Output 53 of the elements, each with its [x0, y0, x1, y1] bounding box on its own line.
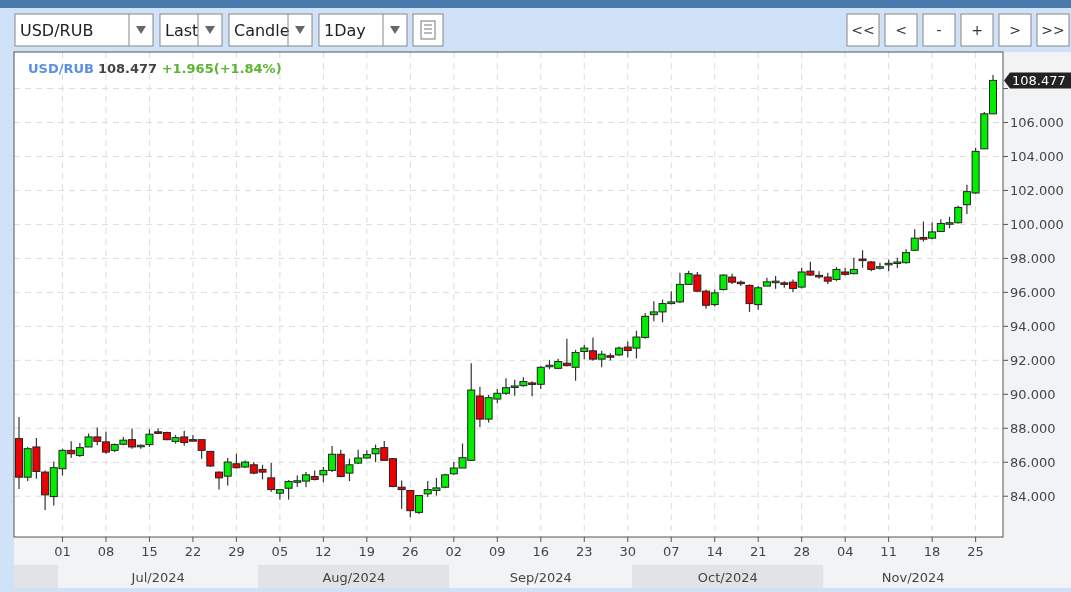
text: > [1009, 22, 1021, 38]
x-tick-label: 18 [923, 544, 941, 559]
y-tick-label: 90.000 [1010, 386, 1056, 402]
text: - [936, 22, 942, 38]
y-tick-label: 98.000 [1010, 250, 1056, 266]
y-tick-label: 96.000 [1010, 284, 1056, 300]
y-tick-label: 100.000 [1010, 216, 1064, 232]
candlestick [397, 479, 406, 510]
x-tick-label: 30 [619, 544, 637, 559]
x-tick-label: 26 [402, 544, 419, 559]
text: >> [1041, 22, 1065, 38]
x-tick-label: 15 [141, 544, 158, 559]
x-tick-label: 04 [836, 544, 854, 559]
x-tick-label: 25 [967, 544, 984, 559]
text: 108.477 +1.965(+1.84%) [97, 61, 282, 76]
x-tick-label: 07 [662, 544, 680, 559]
y-tick-label: 86.000 [1010, 454, 1056, 470]
x-tick-label: 21 [749, 544, 767, 559]
text: Aug/2024 [322, 570, 386, 585]
text: Last [165, 21, 199, 40]
text: USD/RUB [20, 21, 94, 40]
x-tick-label: 11 [880, 544, 897, 559]
text: Jul/2024 [130, 570, 185, 585]
text: << [851, 22, 875, 38]
x-tick-label: 14 [706, 544, 723, 559]
x-tick-label: 09 [489, 544, 506, 559]
x-tick-label: 01 [54, 544, 71, 559]
y-tick-label: 88.000 [1010, 420, 1056, 436]
y-tick-label: 106.000 [1010, 115, 1064, 131]
x-tick-label: 08 [97, 544, 115, 559]
x-tick-label: 19 [358, 544, 376, 559]
text: 1Day [324, 21, 366, 40]
y-tick-label: 94.000 [1010, 318, 1056, 334]
y-tick-label: 84.000 [1010, 488, 1056, 504]
x-tick-label: 02 [445, 544, 463, 559]
text: USD/RUB [28, 61, 94, 76]
x-tick-label: 16 [532, 544, 550, 559]
x-tick-label: 05 [271, 544, 289, 559]
x-tick-label: 12 [315, 544, 332, 559]
text: Candle [234, 21, 290, 40]
y-tick-label: 102.000 [1010, 183, 1064, 198]
x-tick-label: 22 [184, 544, 202, 559]
y-tick-label: 104.000 [1010, 149, 1064, 165]
y-tick-label: 92.000 [1010, 352, 1056, 368]
x-tick-label: 28 [793, 544, 810, 559]
text: + [971, 22, 983, 38]
text: Nov/2024 [881, 570, 945, 585]
text: < [895, 22, 907, 38]
x-tick-label: 29 [228, 544, 245, 559]
x-tick-label: 23 [575, 544, 593, 559]
text: Sep/2024 [509, 570, 572, 585]
text: Oct/2024 [697, 570, 758, 585]
text: 108.477 [1012, 72, 1066, 88]
